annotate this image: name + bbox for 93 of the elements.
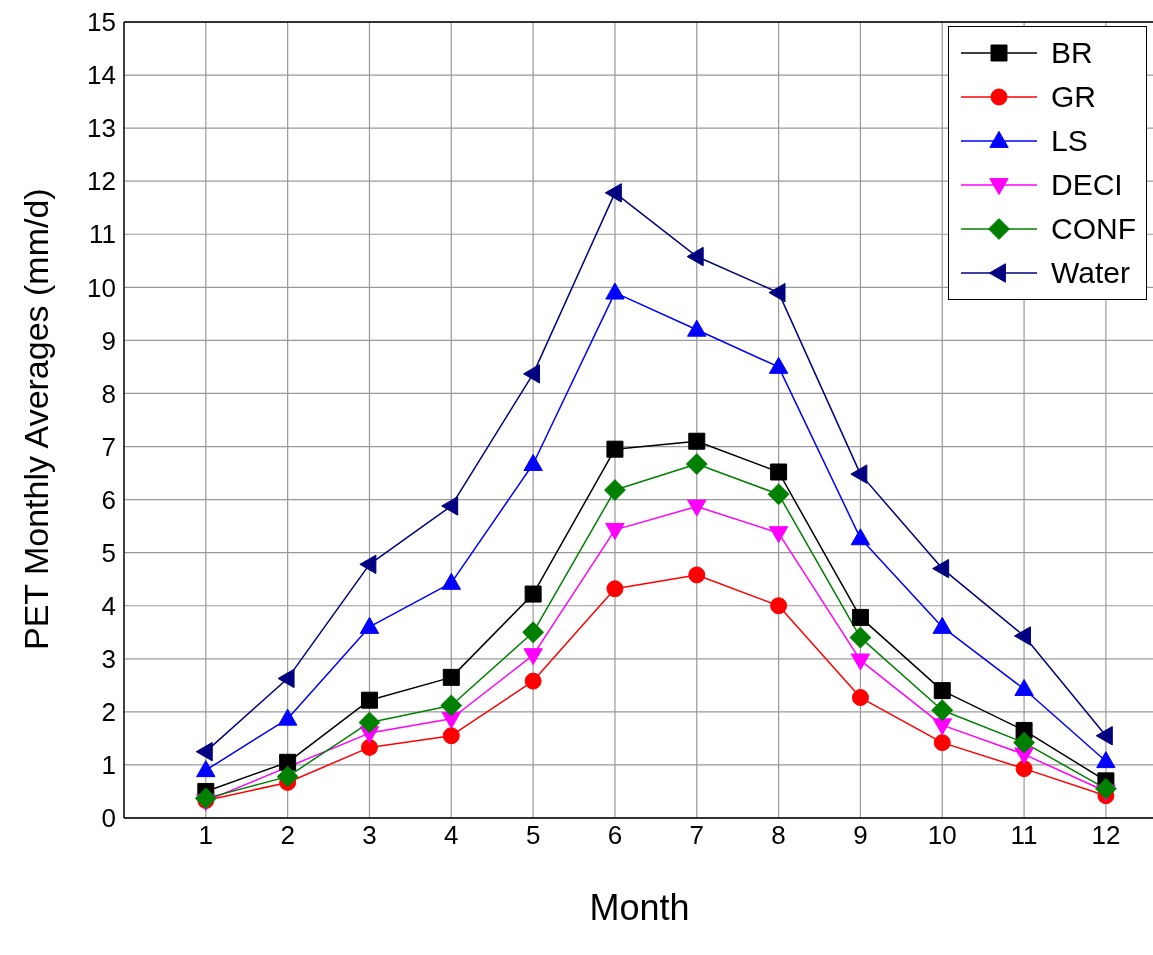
point xyxy=(194,787,217,810)
point xyxy=(770,597,788,615)
point xyxy=(277,708,298,726)
y-tick-label: 2 xyxy=(101,697,116,728)
x-tick-label: 7 xyxy=(689,820,705,851)
point xyxy=(770,463,788,481)
point xyxy=(277,668,295,689)
x-tick-label: 10 xyxy=(927,820,957,851)
point xyxy=(932,558,950,579)
point xyxy=(932,718,952,736)
point xyxy=(196,760,216,778)
y-tick-label: 6 xyxy=(101,484,116,515)
point xyxy=(523,364,541,384)
point xyxy=(522,621,545,644)
x-tick-label: 11 xyxy=(1010,820,1038,851)
y-tick-label: 8 xyxy=(101,378,116,409)
point xyxy=(1096,751,1116,769)
point xyxy=(605,522,625,540)
point xyxy=(604,479,626,501)
point xyxy=(687,499,707,517)
y-tick-label: 1 xyxy=(101,750,116,781)
point xyxy=(768,282,786,303)
legend-label: CONF xyxy=(1051,212,1136,246)
y-tick-label: 12 xyxy=(87,166,116,197)
point xyxy=(360,738,378,756)
x-tick-label: 3 xyxy=(362,820,377,851)
x-tick-label: 6 xyxy=(607,820,623,851)
x-tick-label: 8 xyxy=(771,820,786,851)
point xyxy=(850,464,868,484)
point xyxy=(1095,726,1113,746)
x-tick-label: 5 xyxy=(525,820,541,851)
point xyxy=(523,648,543,666)
legend-label: LS xyxy=(1051,124,1088,158)
point xyxy=(933,682,951,700)
point xyxy=(523,453,543,471)
legend-label: BR xyxy=(1051,36,1093,70)
point xyxy=(931,699,954,722)
legend-label: Water xyxy=(1051,256,1130,290)
point xyxy=(685,453,708,475)
point xyxy=(606,580,624,598)
legend-label: DECI xyxy=(1051,168,1123,202)
point xyxy=(686,246,704,267)
y-tick-label: 13 xyxy=(87,113,116,144)
point xyxy=(687,319,707,337)
point xyxy=(359,554,377,575)
point xyxy=(441,496,459,516)
point xyxy=(932,616,952,634)
y-tick-label: 15 xyxy=(87,7,116,38)
x-tick-label: 2 xyxy=(280,820,295,851)
y-tick-label: 4 xyxy=(101,590,116,621)
x-axis-title: Month xyxy=(589,887,690,928)
point xyxy=(195,741,213,762)
point xyxy=(604,183,622,203)
y-tick-label: 0 xyxy=(101,803,116,834)
point xyxy=(1013,626,1031,646)
point xyxy=(851,608,869,626)
point xyxy=(359,616,380,634)
x-tick-label: 12 xyxy=(1091,820,1121,851)
point xyxy=(851,689,869,707)
point xyxy=(1095,777,1117,800)
point xyxy=(849,626,872,649)
point xyxy=(442,668,460,686)
y-tick-label: 14 xyxy=(87,60,116,91)
point xyxy=(440,694,463,717)
point xyxy=(360,691,378,709)
point xyxy=(524,585,542,603)
y-tick-label: 10 xyxy=(87,272,116,303)
point xyxy=(358,711,381,734)
point xyxy=(850,653,871,671)
y-axis-title: PET Monthly Averages (mm/d) xyxy=(17,188,56,650)
point xyxy=(524,672,542,690)
x-tick-label: 1 xyxy=(198,820,214,851)
point xyxy=(442,727,460,745)
point xyxy=(850,528,871,546)
point xyxy=(767,483,790,506)
y-tick-label: 9 xyxy=(101,325,116,356)
point xyxy=(688,432,706,450)
y-tick-label: 7 xyxy=(101,431,116,462)
point xyxy=(276,765,299,788)
x-tick-label: 9 xyxy=(853,820,868,851)
y-tick-label: 5 xyxy=(101,537,116,568)
legend-label: GR xyxy=(1051,80,1096,114)
point xyxy=(688,566,706,584)
point xyxy=(606,440,624,458)
point xyxy=(933,734,951,752)
point xyxy=(441,572,461,590)
y-tick-label: 11 xyxy=(89,219,116,250)
point xyxy=(1015,760,1033,778)
point xyxy=(1013,731,1035,754)
point xyxy=(605,282,625,300)
point xyxy=(768,356,789,374)
x-tick-label: 4 xyxy=(444,820,459,851)
y-tick-label: 3 xyxy=(101,644,116,675)
